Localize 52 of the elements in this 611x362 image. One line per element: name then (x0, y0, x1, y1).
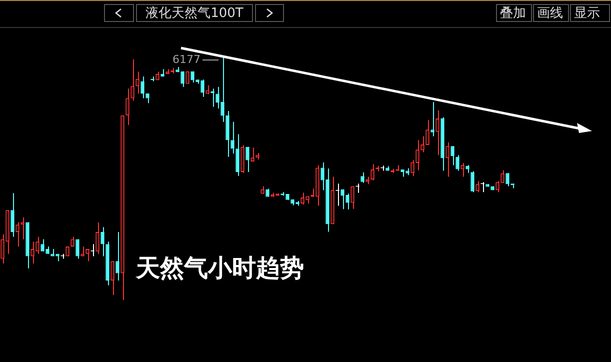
candlestick (250, 147, 254, 162)
candlestick (470, 170, 474, 193)
candlestick (96, 222, 100, 254)
candlestick (216, 86, 220, 110)
candlestick (446, 142, 450, 178)
candlestick (340, 188, 344, 210)
annotation: 6177 (172, 52, 200, 66)
candlestick (220, 56, 224, 122)
text: 画线 (533, 4, 569, 22)
candlestick (246, 146, 250, 172)
candlestick (476, 180, 480, 193)
candlestick (496, 180, 500, 193)
candlestick (420, 136, 424, 153)
candlestick (320, 162, 324, 191)
candlestick (86, 248, 90, 262)
chart-title: 液化天然气100T (136, 4, 253, 22)
candlestick (110, 260, 114, 296)
candlestick (230, 121, 234, 154)
candlestick (416, 140, 420, 171)
text: 叠加 (496, 4, 532, 22)
candlestick (180, 70, 184, 88)
candlestick (506, 172, 510, 187)
candlestick (460, 162, 464, 178)
candlestick (10, 192, 14, 238)
candlestick (16, 222, 20, 248)
candlestick (346, 193, 350, 210)
text: 显示 (570, 4, 610, 22)
candlestick (430, 101, 434, 137)
candlestick (300, 192, 304, 205)
candlestick (130, 58, 134, 102)
candlestick (30, 241, 34, 264)
candlestick (116, 231, 120, 282)
candlestick (456, 154, 460, 172)
candlestick (500, 170, 504, 184)
candlestick (76, 238, 80, 260)
candlestick (436, 110, 440, 156)
candlestick (36, 236, 40, 254)
candlestick (450, 146, 454, 166)
candlestick (410, 160, 414, 177)
candlestick (126, 88, 130, 126)
candlestick (136, 71, 140, 94)
candlestick (350, 186, 354, 210)
candlestick (360, 172, 364, 184)
candlestick (140, 76, 144, 99)
candlestick (20, 216, 24, 240)
candlestick (370, 164, 374, 181)
annotation: 天然气小时趋势 (136, 252, 304, 284)
candlestick (236, 134, 240, 176)
candlestick (426, 120, 430, 146)
candlestick (40, 238, 44, 252)
candlestick (200, 79, 204, 98)
candlestick (100, 226, 104, 257)
